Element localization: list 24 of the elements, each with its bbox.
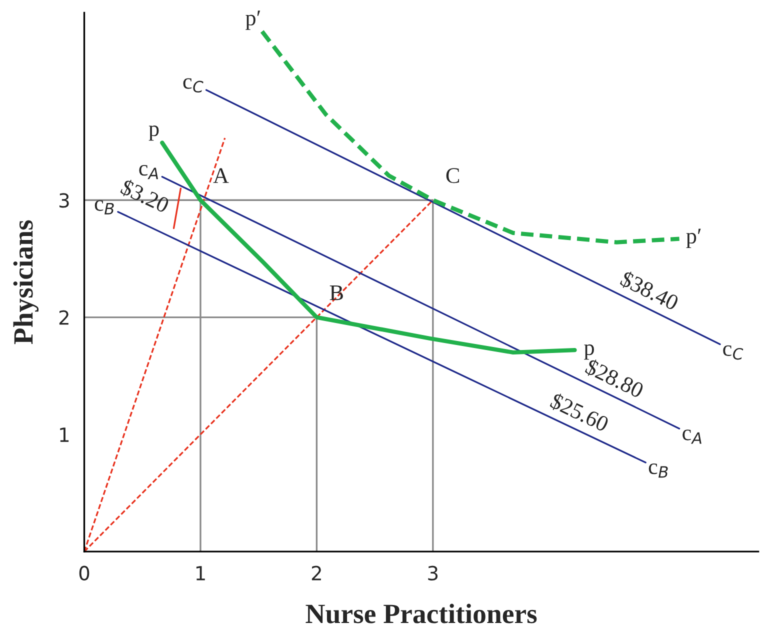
x-tick-label: 2 xyxy=(312,566,321,580)
y-tick-label: 3 xyxy=(59,193,69,208)
annotation: $38.40 xyxy=(618,270,680,312)
annotation: p xyxy=(584,344,594,360)
annotation: B xyxy=(330,285,343,300)
annotation: c$_{B}$ xyxy=(94,200,114,214)
y-tick-label: 1 xyxy=(60,428,69,442)
y-axis-title: Physicians xyxy=(13,220,39,344)
annotation: c$_{B}$ xyxy=(648,463,668,478)
x-axis-title: Nurse Practitioners xyxy=(306,604,537,624)
annotation: c$_{C}$ xyxy=(723,345,744,360)
annotation: c$_{A}$ xyxy=(682,430,702,444)
annotation: p′ xyxy=(246,10,260,30)
y-tick-label: 2 xyxy=(59,310,68,325)
annotation: C xyxy=(446,168,460,184)
x-tick-label: 0 xyxy=(79,566,90,581)
x-tick-label: 1 xyxy=(196,566,205,580)
annotation: A xyxy=(213,168,229,183)
annotation: p xyxy=(148,125,159,141)
annotation: c$_{C}$ xyxy=(183,78,204,93)
annotation: $3.20 xyxy=(119,178,170,214)
x-tick-label: 3 xyxy=(428,566,438,581)
annotation: p′ xyxy=(686,228,701,248)
annotation: c$_{A}$ xyxy=(139,164,158,180)
